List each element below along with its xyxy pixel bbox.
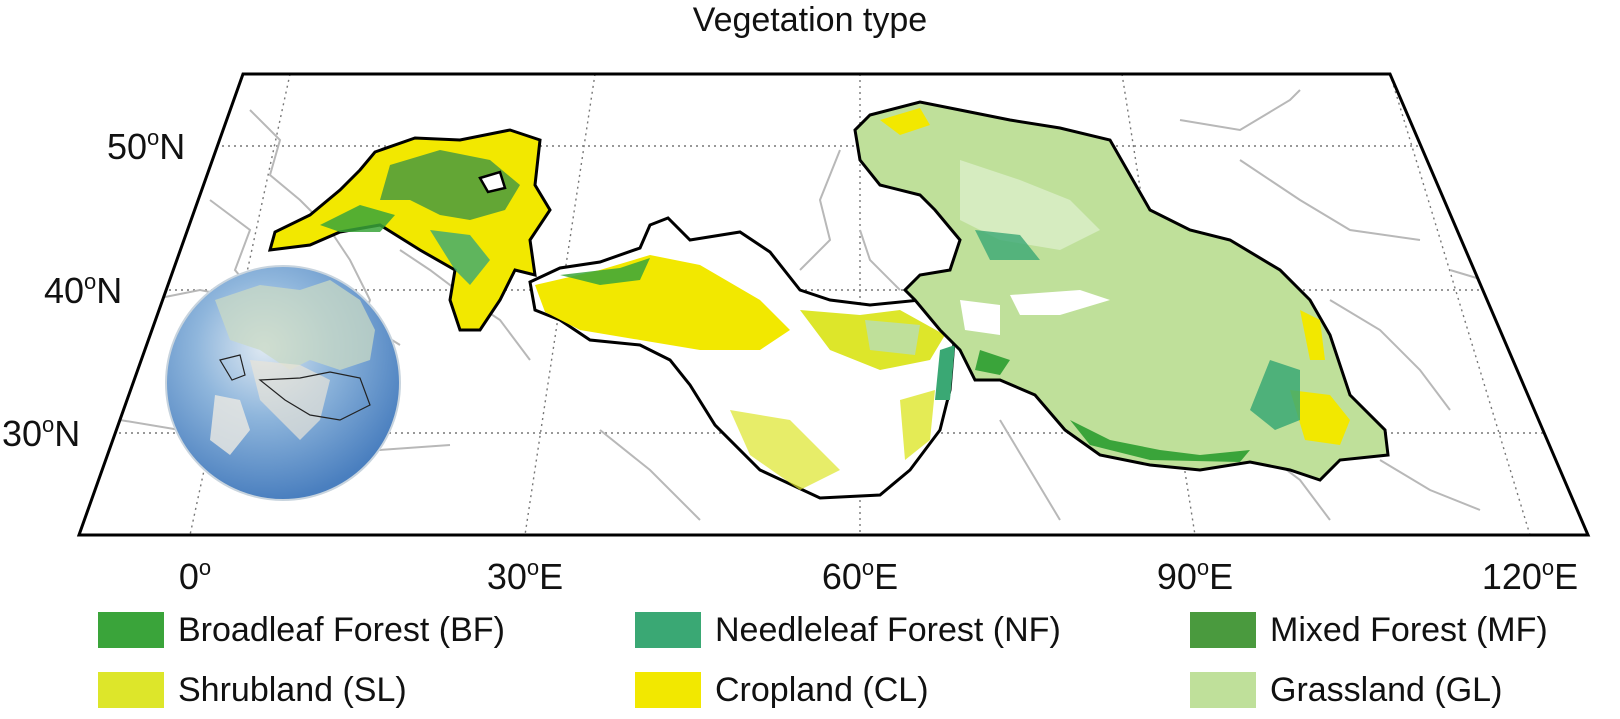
lon-label-90e: 90oE [1156, 555, 1234, 597]
lon-label-0: 0o [178, 555, 212, 597]
legend-label: Mixed Forest (MF) [1270, 610, 1548, 649]
legend-swatch [1190, 612, 1256, 648]
legend-label: Cropland (CL) [715, 670, 929, 709]
lon-label-120e: 120oE [1481, 555, 1579, 597]
legend-swatch [1190, 672, 1256, 708]
lat-label-50n: 50oN [107, 125, 186, 167]
legend-item-mixed-forest: Mixed Forest (MF) [1190, 610, 1548, 650]
legend-item-cropland: Cropland (CL) [635, 670, 929, 710]
legend-swatch [98, 672, 164, 708]
region-central-europe [267, 128, 552, 332]
map-frame [76, 72, 1591, 537]
legend-label: Needleleaf Forest (NF) [715, 610, 1061, 649]
lat-label-30n: 30oN [2, 412, 81, 454]
legend-item-grassland: Grassland (GL) [1190, 670, 1502, 710]
legend-swatch [635, 672, 701, 708]
legend-label: Shrubland (SL) [178, 670, 407, 709]
lon-label-30e: 30oE [486, 555, 564, 597]
region-west-asia [528, 216, 957, 500]
legend-swatch [98, 612, 164, 648]
globe-inset [165, 265, 401, 501]
map-title: Vegetation type [692, 1, 928, 39]
lat-label-40n: 40oN [44, 269, 123, 311]
legend-item-shrubland: Shrubland (SL) [98, 670, 407, 710]
lon-label-60e: 60oE [821, 555, 899, 597]
region-central-asia [853, 100, 1390, 482]
legend-label: Grassland (GL) [1270, 670, 1503, 709]
legend-item-needleleaf-forest: Needleleaf Forest (NF) [635, 610, 1061, 650]
legend-item-broadleaf-forest: Broadleaf Forest (BF) [98, 610, 505, 650]
legend-label: Broadleaf Forest (BF) [178, 610, 505, 649]
legend-swatch [635, 612, 701, 648]
